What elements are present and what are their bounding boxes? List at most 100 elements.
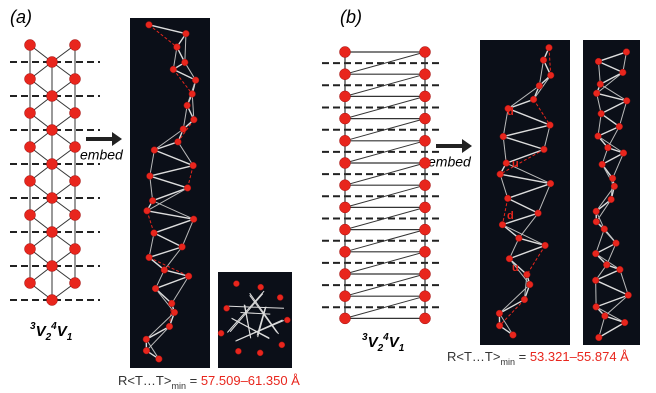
atom (25, 278, 36, 289)
atom (47, 261, 58, 272)
caption-symbol: R<T…T> (118, 373, 171, 388)
atom (616, 123, 623, 130)
figure: (a) (b) embed embed 3V24V1 3V24V1 R<T…T>… (0, 0, 656, 393)
atom (340, 69, 351, 80)
atom (143, 336, 150, 343)
atom (25, 142, 36, 153)
atom (47, 227, 58, 238)
atom (340, 269, 351, 280)
atom (340, 291, 351, 302)
atom (70, 278, 81, 289)
atom (613, 240, 620, 247)
embed-label: embed (80, 147, 124, 163)
atom (595, 58, 602, 65)
atom (500, 133, 507, 140)
panel-tag: (a) (10, 7, 32, 27)
atom (224, 305, 230, 311)
bond-label: u (512, 262, 519, 274)
atom (235, 348, 241, 354)
atom (175, 139, 182, 146)
atom (521, 296, 528, 303)
caption-subscript: min (171, 381, 186, 391)
model-panel (218, 272, 292, 368)
atom (25, 40, 36, 51)
atom (609, 175, 616, 182)
atom (25, 176, 36, 187)
caption-symbol: R<T…T> (447, 349, 500, 364)
atom (536, 82, 543, 89)
atom (593, 218, 600, 225)
atom (420, 91, 431, 102)
atom (279, 342, 285, 348)
atom (184, 102, 191, 109)
atom (25, 244, 36, 255)
atom (25, 210, 36, 221)
atom (602, 313, 609, 320)
atom (70, 40, 81, 51)
atom (47, 91, 58, 102)
atom (284, 317, 290, 323)
atom (540, 57, 547, 64)
atom (47, 295, 58, 306)
atom (147, 173, 154, 180)
atom (166, 323, 173, 330)
atom (420, 313, 431, 324)
atom (499, 221, 506, 228)
atom (70, 244, 81, 255)
atom (420, 246, 431, 257)
notation-part: 2 (377, 343, 384, 354)
atom (526, 281, 533, 288)
atom (190, 162, 197, 169)
atom (592, 277, 599, 284)
atom (593, 304, 600, 311)
distance-caption: R<T…T>min = 57.509–61.350 Å (118, 373, 300, 391)
atom (625, 292, 632, 299)
atom (191, 116, 198, 123)
atom (70, 74, 81, 85)
atom (496, 322, 503, 329)
atom (620, 69, 627, 76)
atom (25, 74, 36, 85)
caption-subscript: min (500, 357, 515, 367)
atom (70, 142, 81, 153)
atom (546, 44, 553, 51)
atom (179, 244, 186, 251)
atom (595, 334, 602, 341)
bond-label: u (512, 158, 519, 170)
atom (547, 180, 554, 187)
atom (146, 254, 153, 261)
atom (152, 285, 159, 292)
atom (535, 210, 542, 217)
atom (340, 47, 351, 58)
atom (420, 135, 431, 146)
atom (340, 113, 351, 124)
atom (168, 300, 175, 307)
atom (185, 273, 192, 280)
atom (623, 49, 630, 56)
atom (621, 319, 628, 326)
atom (340, 135, 351, 146)
atom (617, 266, 624, 273)
atom (623, 97, 630, 104)
atom (420, 158, 431, 169)
embed-label: embed (428, 154, 472, 170)
atom (25, 108, 36, 119)
atom (597, 81, 604, 88)
atom (611, 183, 618, 190)
bond-label: d (507, 106, 514, 118)
atom (510, 332, 517, 339)
atom (497, 171, 504, 178)
notation: 3V24V1 (362, 332, 405, 354)
atom (180, 126, 187, 133)
atom (143, 347, 150, 354)
arrow (86, 132, 122, 146)
atom (603, 262, 610, 269)
atom (599, 161, 606, 168)
atom (151, 230, 158, 237)
atom (182, 59, 189, 66)
bond-label: d (507, 210, 514, 222)
atom (420, 224, 431, 235)
atom (547, 122, 554, 129)
atom (151, 147, 158, 154)
notation-part: 1 (67, 332, 73, 343)
